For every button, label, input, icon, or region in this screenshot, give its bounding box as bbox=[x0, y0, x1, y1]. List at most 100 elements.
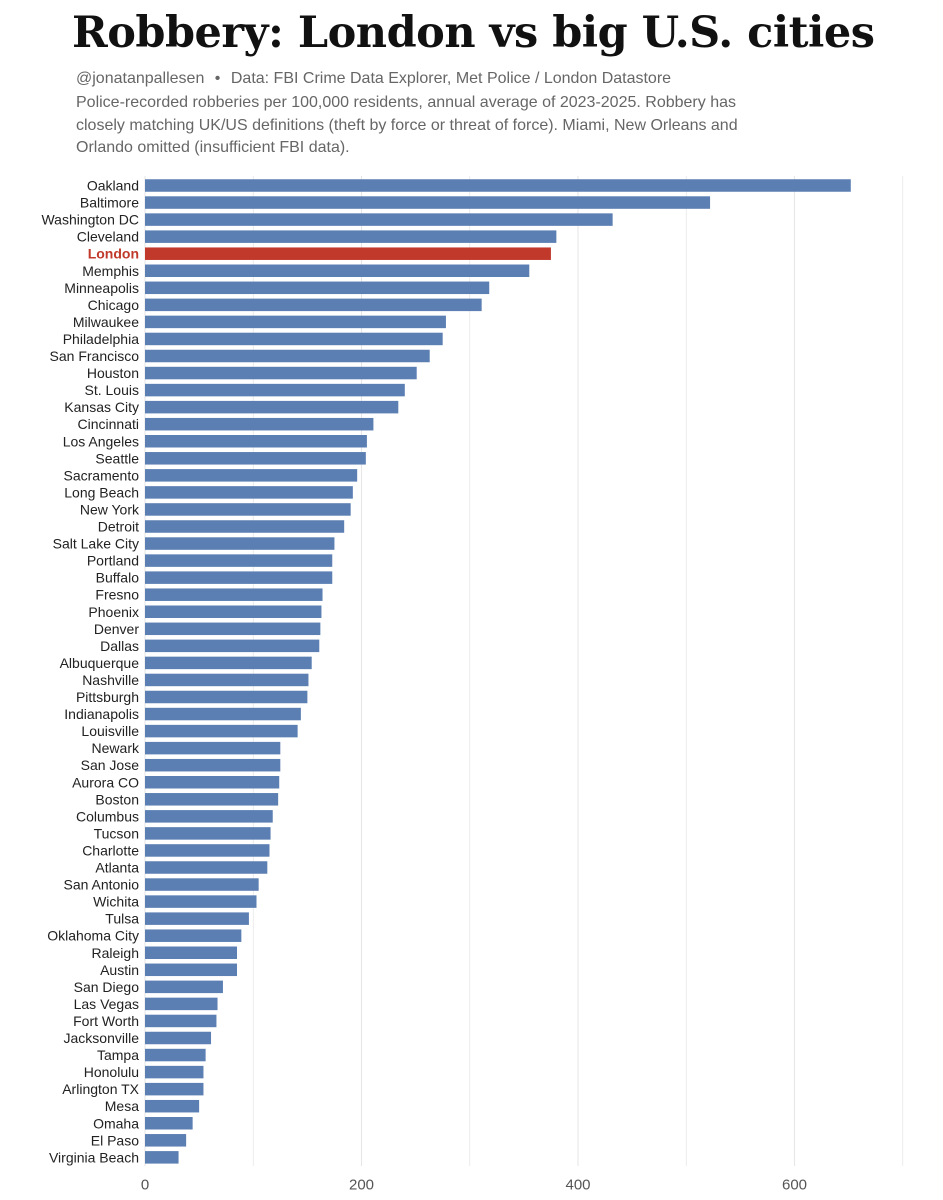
category-label: San Antonio bbox=[63, 877, 139, 893]
category-label: Milwaukee bbox=[73, 314, 139, 330]
category-label: Tucson bbox=[94, 825, 139, 841]
bar-cincinnati bbox=[145, 417, 374, 431]
category-label: Cincinnati bbox=[78, 416, 139, 432]
bar-boston bbox=[145, 793, 279, 806]
bar-albuquerque bbox=[145, 656, 312, 670]
bar-cleveland bbox=[145, 230, 557, 243]
bar-atlanta bbox=[145, 861, 268, 874]
category-label: Kansas City bbox=[64, 399, 139, 415]
bar-aurora-co bbox=[145, 776, 280, 789]
bar-minneapolis bbox=[145, 281, 490, 295]
category-label: Memphis bbox=[82, 263, 139, 279]
bar-memphis bbox=[145, 264, 530, 277]
bar-long-beach bbox=[145, 486, 353, 499]
category-label: New York bbox=[80, 501, 140, 517]
bar-phoenix bbox=[145, 605, 322, 618]
credit-line: @jonatanpallesen • Data: FBI Crime Data … bbox=[76, 70, 671, 88]
category-label: San Diego bbox=[74, 979, 140, 995]
bar-sacramento bbox=[145, 469, 358, 482]
category-label: Minneapolis bbox=[64, 280, 139, 296]
data-source: Data: FBI Crime Data Explorer, Met Polic… bbox=[230, 70, 672, 87]
bar-wichita bbox=[145, 895, 257, 908]
bar-fresno bbox=[145, 588, 323, 601]
bar-san-antonio bbox=[145, 878, 259, 891]
category-label: Portland bbox=[87, 553, 139, 569]
bar-oakland bbox=[145, 179, 851, 192]
category-label: Cleveland bbox=[77, 229, 139, 245]
bar-chicago bbox=[145, 298, 482, 312]
bar-tulsa bbox=[145, 912, 249, 925]
bar-buffalo bbox=[145, 571, 333, 584]
category-label: Austin bbox=[100, 962, 139, 978]
category-label: Salt Lake City bbox=[53, 536, 139, 552]
category-label: El Paso bbox=[91, 1132, 139, 1148]
bar-milwaukee bbox=[145, 315, 446, 329]
category-label: Philadelphia bbox=[63, 331, 139, 347]
bar-pittsburgh bbox=[145, 690, 308, 704]
bar-indianapolis bbox=[145, 707, 301, 721]
category-label: Honolulu bbox=[84, 1064, 139, 1080]
bar-san-diego bbox=[145, 980, 223, 994]
chart-subtitle: Police-recorded robberies per 100,000 re… bbox=[76, 94, 738, 156]
x-axis-ticks: 0 200 400 600 bbox=[141, 1177, 807, 1194]
x-tick-label: 600 bbox=[782, 1177, 807, 1194]
category-label: Dallas bbox=[100, 638, 139, 654]
bar-las-vegas bbox=[145, 997, 218, 1011]
category-label: Denver bbox=[94, 621, 139, 637]
category-label: Charlotte bbox=[82, 842, 139, 858]
bar-el-paso bbox=[145, 1134, 187, 1147]
category-label: Phoenix bbox=[88, 604, 139, 620]
bar-london bbox=[145, 247, 551, 260]
category-label: Detroit bbox=[98, 519, 139, 535]
category-label: San Francisco bbox=[50, 348, 140, 364]
category-label: London bbox=[88, 246, 139, 262]
x-tick-label: 200 bbox=[349, 1177, 374, 1194]
category-label: Washington DC bbox=[41, 212, 139, 228]
category-label: Tulsa bbox=[105, 911, 139, 927]
bar-austin bbox=[145, 963, 238, 977]
bar-dallas bbox=[145, 639, 320, 653]
bar-virginia-beach bbox=[145, 1151, 179, 1164]
bar-jacksonville bbox=[145, 1031, 212, 1045]
x-tick-label: 400 bbox=[565, 1177, 590, 1194]
bar-kansas-city bbox=[145, 400, 399, 414]
category-label: Oakland bbox=[87, 178, 139, 194]
category-label: Baltimore bbox=[80, 195, 139, 211]
bar-portland bbox=[145, 554, 333, 567]
bar-los-angeles bbox=[145, 435, 367, 448]
bar-san-jose bbox=[145, 758, 281, 772]
bar-nashville bbox=[145, 673, 309, 687]
category-label: Sacramento bbox=[64, 467, 140, 483]
bar-washington-dc bbox=[145, 213, 613, 226]
bar-louisville bbox=[145, 724, 298, 738]
bar-arlington-tx bbox=[145, 1082, 204, 1096]
category-label: Aurora CO bbox=[72, 774, 139, 790]
category-label: Mesa bbox=[105, 1098, 139, 1114]
category-label: Omaha bbox=[93, 1115, 139, 1131]
category-label: Las Vegas bbox=[74, 996, 139, 1012]
category-label: Nashville bbox=[82, 672, 139, 688]
bars bbox=[145, 179, 851, 1164]
category-label: Fresno bbox=[95, 587, 139, 603]
chart-title: Robbery: London vs big U.S. cities bbox=[72, 8, 875, 58]
category-label: Jacksonville bbox=[64, 1030, 140, 1046]
category-label: St. Louis bbox=[85, 382, 139, 398]
category-label: Seattle bbox=[95, 450, 139, 466]
bar-st-louis bbox=[145, 383, 405, 397]
category-label: Virginia Beach bbox=[49, 1149, 139, 1165]
category-label: Buffalo bbox=[96, 570, 140, 586]
bar-omaha bbox=[145, 1117, 193, 1130]
bar-charlotte bbox=[145, 844, 270, 857]
bar-columbus bbox=[145, 810, 273, 823]
bar-denver bbox=[145, 622, 321, 636]
category-label: Houston bbox=[87, 365, 139, 381]
category-label: San Jose bbox=[81, 757, 140, 773]
bar-honolulu bbox=[145, 1065, 204, 1079]
category-label: Atlanta bbox=[95, 860, 139, 876]
category-label: Raleigh bbox=[92, 945, 139, 961]
category-label: Tampa bbox=[97, 1047, 139, 1063]
category-label: Columbus bbox=[76, 808, 139, 824]
bar-newark bbox=[145, 741, 281, 755]
bar-new-york bbox=[145, 503, 351, 516]
category-label: Arlington TX bbox=[62, 1081, 139, 1097]
